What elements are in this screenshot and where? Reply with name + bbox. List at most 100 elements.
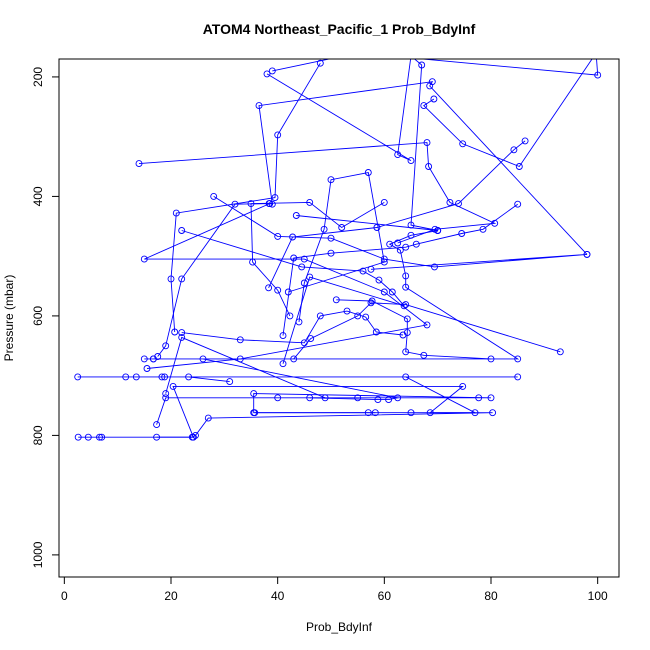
series-line xyxy=(293,302,561,360)
series-line xyxy=(138,142,497,244)
data-point xyxy=(407,157,415,165)
series-16 xyxy=(290,299,564,363)
series-12 xyxy=(279,200,522,340)
data-point xyxy=(286,312,294,320)
series-line xyxy=(213,196,588,270)
data-point xyxy=(402,373,410,381)
data-point xyxy=(431,225,439,233)
data-point xyxy=(162,390,170,398)
data-point xyxy=(407,409,415,417)
data-point xyxy=(263,70,271,78)
series-line xyxy=(144,215,520,360)
data-point xyxy=(143,365,151,372)
data-point xyxy=(364,169,372,176)
x-tick-label: 40 xyxy=(271,589,285,603)
data-point xyxy=(153,421,161,429)
data-point xyxy=(380,255,388,263)
data-point xyxy=(178,333,186,341)
data-point xyxy=(423,321,431,329)
data-point xyxy=(521,137,529,145)
data-point xyxy=(367,299,375,307)
data-point xyxy=(489,409,497,417)
data-point xyxy=(487,355,495,363)
data-point xyxy=(372,328,380,336)
series-15 xyxy=(135,139,499,247)
data-point xyxy=(284,288,292,296)
data-point xyxy=(161,373,169,381)
data-point xyxy=(327,176,335,184)
data-point xyxy=(274,131,282,139)
data-point xyxy=(236,336,244,344)
data-point xyxy=(162,342,170,350)
series-17 xyxy=(210,192,591,273)
data-point xyxy=(471,409,479,417)
data-point xyxy=(171,328,179,336)
series-line xyxy=(181,230,406,364)
series-7 xyxy=(154,78,591,360)
data-point xyxy=(265,284,273,292)
data-point xyxy=(290,254,298,262)
data-point xyxy=(426,409,434,417)
data-point xyxy=(593,50,599,56)
data-point xyxy=(446,198,454,206)
data-point xyxy=(359,267,367,275)
data-point xyxy=(274,394,282,402)
data-point xyxy=(158,373,166,381)
series-4 xyxy=(162,333,402,404)
data-point xyxy=(394,151,402,159)
data-point xyxy=(268,67,276,75)
data-point xyxy=(394,239,402,247)
data-point xyxy=(153,433,161,441)
data-point xyxy=(373,224,381,231)
data-point xyxy=(475,394,483,402)
data-point xyxy=(210,192,218,200)
x-axis-label: Prob_BdyInf xyxy=(306,620,373,634)
data-point xyxy=(279,360,287,368)
data-point xyxy=(386,240,394,248)
series-line xyxy=(157,81,588,357)
series-line xyxy=(268,140,526,288)
series-8 xyxy=(167,59,324,336)
data-point xyxy=(279,332,287,340)
data-point xyxy=(250,409,258,417)
x-tick-label: 100 xyxy=(588,589,608,603)
data-point xyxy=(250,390,258,398)
data-point xyxy=(316,59,324,67)
data-point xyxy=(274,286,282,294)
data-point xyxy=(96,433,103,441)
data-point xyxy=(307,335,315,343)
series-6 xyxy=(140,200,431,372)
data-point xyxy=(409,59,413,60)
y-tick-label: 1000 xyxy=(31,541,45,568)
data-point xyxy=(343,307,351,315)
y-tick-label: 400 xyxy=(31,186,45,206)
data-point xyxy=(332,296,340,304)
x-tick-label: 0 xyxy=(61,589,68,603)
data-point xyxy=(300,339,308,347)
data-point xyxy=(226,378,234,386)
series-layer xyxy=(74,50,602,441)
data-point xyxy=(510,146,518,154)
data-point xyxy=(407,221,415,229)
plot-frame xyxy=(58,58,620,578)
data-point xyxy=(400,302,408,310)
data-point xyxy=(514,200,522,208)
data-point xyxy=(385,396,393,404)
data-point xyxy=(402,301,410,309)
data-point xyxy=(431,263,438,271)
data-point xyxy=(426,82,434,90)
y-axis-label: Pressure (mbar) xyxy=(2,275,16,362)
data-point xyxy=(380,198,388,206)
data-point xyxy=(362,313,370,321)
data-point xyxy=(402,243,410,251)
data-point xyxy=(178,227,186,234)
data-point xyxy=(154,353,162,360)
series-line xyxy=(170,62,321,333)
data-point xyxy=(514,373,522,381)
series-line xyxy=(144,203,429,369)
data-point xyxy=(74,373,82,381)
series-line xyxy=(156,393,492,425)
data-point xyxy=(327,234,335,242)
data-point xyxy=(306,198,314,206)
series-20 xyxy=(178,307,407,347)
